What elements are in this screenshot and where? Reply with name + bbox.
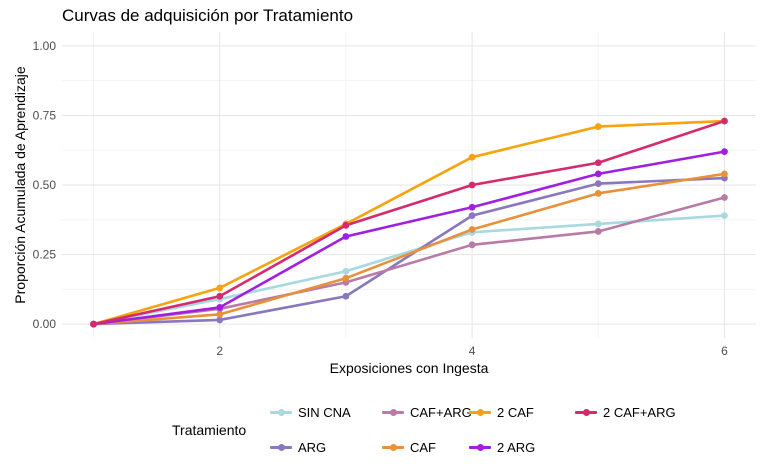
data-point-arg	[468, 212, 476, 220]
chart-title: Curvas de adquisición por Tratamiento	[62, 6, 354, 25]
legend-item-caf-arg: CAF+ARG	[380, 403, 472, 421]
x-axis-ticks: 2 4 6	[216, 344, 728, 358]
legend-key	[467, 403, 493, 421]
data-point-2-caf-arg	[594, 159, 602, 167]
legend-key	[467, 438, 493, 456]
data-point-2-caf-arg	[468, 181, 476, 189]
data-point-arg	[342, 292, 350, 300]
data-point-2-caf	[216, 284, 224, 292]
data-point-caf-arg	[721, 194, 728, 201]
data-point-sin-cna	[342, 267, 350, 275]
legend-label: 2 ARG	[497, 439, 536, 455]
data-point-2-caf-arg	[342, 221, 350, 229]
data-point-2-caf-arg	[216, 292, 224, 300]
data-point-2-caf-arg	[90, 320, 97, 328]
legend-label: CAF+ARG	[410, 404, 472, 420]
legend-item-caf: CAF	[380, 438, 436, 456]
series-line-2-arg	[93, 150, 725, 326]
data-point-2-arg	[468, 203, 476, 211]
line-chart: 0.00 0.25 0.50 0.75 1.00 2 4 6 Exposiciones co…	[12, 32, 756, 376]
y-tick-label: 0.00	[33, 317, 57, 331]
data-point-arg	[594, 180, 602, 188]
x-tick-label: 4	[469, 344, 476, 358]
legend-label: 2 CAF+ARG	[603, 404, 676, 420]
y-tick-label: 1.00	[33, 39, 57, 53]
series-line-sin-cna	[93, 214, 725, 326]
y-tick-label: 0.50	[33, 178, 57, 192]
legend-label: 2 CAF	[497, 404, 534, 420]
data-point-2-arg	[721, 148, 728, 156]
data-point-caf	[216, 310, 224, 318]
x-tick-label: 2	[216, 344, 223, 358]
data-point-caf	[342, 274, 350, 282]
data-point-sin-cna	[594, 220, 602, 228]
data-point-caf-arg	[594, 228, 602, 235]
y-axis-title: Proporción Acumulada de Aprendizaje	[12, 66, 28, 304]
series-points	[90, 117, 728, 328]
legend-item-arg: ARG	[268, 438, 326, 456]
data-point-2-caf	[594, 123, 602, 130]
legend-label: SIN CNA	[298, 404, 351, 420]
legend-title: Tratamiento	[172, 422, 247, 438]
data-point-caf	[594, 189, 602, 197]
x-axis-title: Exposiciones con Ingesta	[330, 360, 489, 376]
data-point-2-arg	[216, 304, 224, 311]
legend-key	[380, 403, 406, 421]
data-point-caf-arg	[468, 241, 476, 249]
y-axis-ticks: 0.00 0.25 0.50 0.75 1.00	[33, 39, 57, 331]
data-point-2-caf	[468, 153, 476, 161]
series-line-arg	[93, 176, 725, 326]
data-point-2-caf-arg	[721, 117, 728, 125]
series-line-2-caf	[93, 119, 725, 326]
series-lines	[93, 119, 725, 326]
legend-item-2-caf: 2 CAF	[467, 403, 534, 421]
legend-item-2-caf-arg: 2 CAF+ARG	[573, 403, 676, 421]
data-point-caf	[721, 170, 728, 178]
data-point-2-arg	[342, 233, 350, 240]
x-tick-label: 6	[721, 344, 728, 358]
data-point-caf	[468, 226, 476, 233]
legend-key	[268, 438, 294, 456]
series-line-caf	[93, 172, 725, 326]
data-point-2-arg	[594, 170, 602, 178]
legend-label: CAF	[410, 439, 436, 455]
legend-item-2-arg: 2 ARG	[467, 438, 535, 456]
series-line-2-caf-arg	[93, 119, 725, 326]
legend: Tratamiento SIN CNA ARG CAF+ARG CAF 2 CAF 2 A…	[172, 403, 732, 463]
legend-key	[573, 403, 599, 421]
y-tick-label: 0.75	[33, 108, 57, 122]
legend-item-sin-cna: SIN CNA	[268, 403, 351, 421]
legend-key	[268, 403, 294, 421]
legend-key	[380, 438, 406, 456]
data-point-arg	[216, 316, 224, 324]
data-point-sin-cna	[721, 212, 728, 220]
legend-label: ARG	[298, 439, 327, 455]
y-tick-label: 0.25	[33, 248, 57, 262]
